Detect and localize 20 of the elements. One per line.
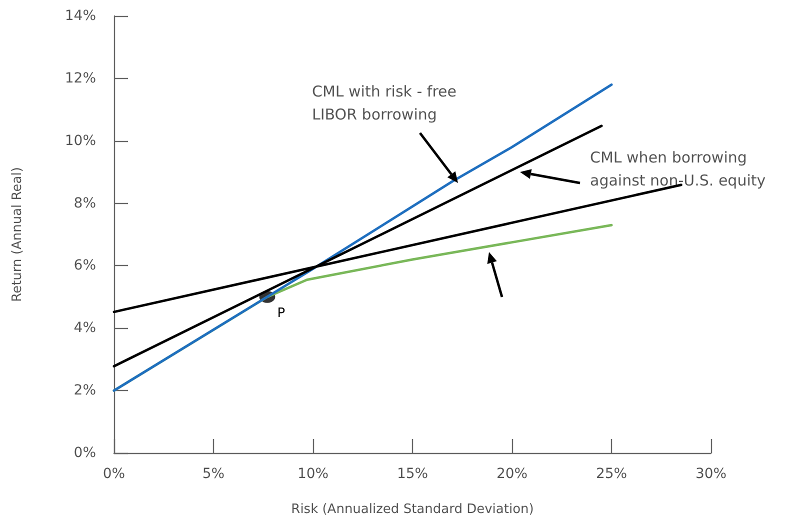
annotation: CML with risk - free LIBOR borrowing (312, 82, 456, 124)
y-axis-title: Return (Annual Real) (10, 167, 25, 302)
annotation: P (277, 306, 286, 321)
y-tick-label: 8% (74, 195, 96, 212)
y-tick-label: 0% (74, 445, 96, 461)
x-tick-label: 15% (396, 466, 428, 482)
y-tick-label: 10% (64, 132, 96, 149)
x-axis-title: Risk (Annualized Standard Deviation) (291, 502, 534, 517)
y-tick-label: 6% (74, 258, 96, 274)
y-tick-label: 2% (74, 382, 96, 399)
x-tick-label: 0% (102, 466, 126, 482)
x-tick-label: 25% (596, 466, 628, 482)
x-tick-label: 20% (496, 466, 528, 482)
y-tick-label: 4% (74, 320, 96, 336)
y-tick-label: 12% (64, 70, 96, 86)
x-tick-label: 5% (202, 466, 225, 482)
x-tick-label: 30% (695, 466, 727, 482)
x-tick-label: 10% (297, 466, 329, 482)
y-tick-label: 14% (64, 8, 96, 24)
annotation: CML when borrowing against non-U.S. equity (590, 148, 766, 190)
